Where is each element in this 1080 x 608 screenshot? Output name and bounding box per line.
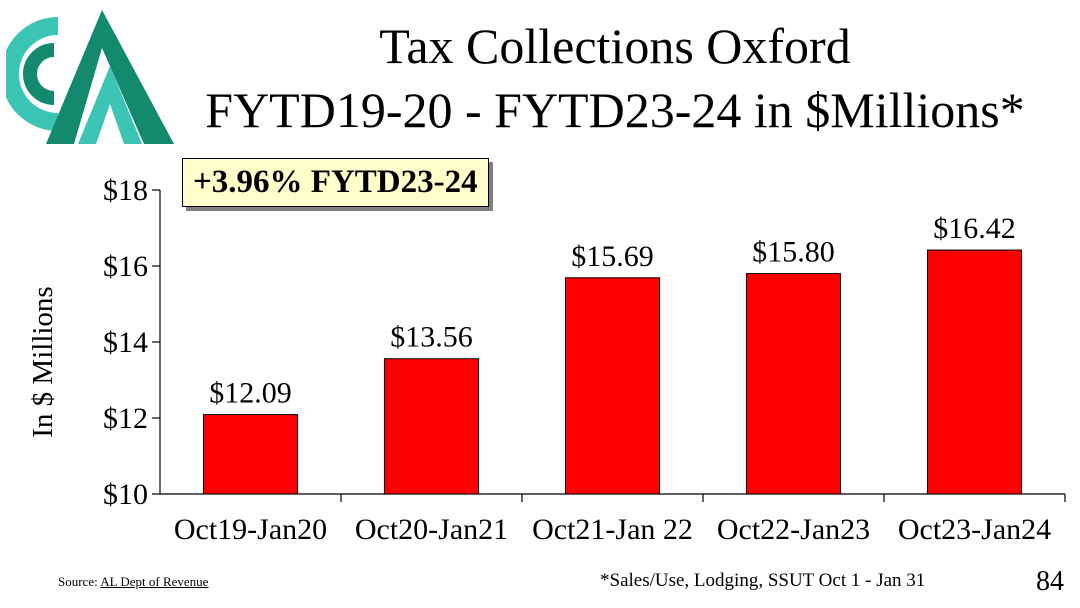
y-tick-label: $18 bbox=[103, 174, 148, 207]
y-tick-label: $14 bbox=[103, 326, 148, 359]
y-tick-label: $12 bbox=[103, 402, 148, 435]
data-label: $13.56 bbox=[390, 321, 473, 354]
bar bbox=[745, 273, 842, 495]
logo-outer-arc bbox=[6, 17, 59, 131]
bar bbox=[383, 358, 480, 495]
bar bbox=[564, 277, 661, 495]
y-tick-label: $16 bbox=[103, 250, 148, 283]
bar bbox=[202, 414, 299, 495]
data-label: $16.42 bbox=[933, 212, 1016, 245]
y-tick-label: $10 bbox=[103, 478, 148, 511]
chart-title-line1: Tax Collections Oxford bbox=[379, 18, 851, 74]
data-label: $15.80 bbox=[752, 236, 835, 269]
bar bbox=[926, 249, 1023, 495]
footnote: *Sales/Use, Lodging, SSUT Oct 1 - Jan 31 bbox=[600, 570, 926, 591]
data-label: $15.69 bbox=[571, 240, 654, 273]
logo bbox=[6, 10, 174, 144]
x-tick-label: Oct23-Jan24 bbox=[898, 513, 1051, 546]
growth-callout: +3.96% FYTD23-24 bbox=[182, 158, 489, 207]
x-tick-label: Oct21-Jan 22 bbox=[532, 513, 693, 546]
logo-mountain-light bbox=[78, 66, 142, 144]
logo-mountain-dark bbox=[46, 10, 174, 144]
x-tick-label: Oct19-Jan20 bbox=[174, 513, 327, 546]
x-tick-label: Oct20-Jan21 bbox=[355, 513, 508, 546]
page-number: 84 bbox=[1036, 566, 1064, 597]
source-note: Source: AL Dept of Revenue bbox=[58, 574, 208, 590]
data-label: $12.09 bbox=[209, 377, 292, 410]
y-axis-label: In $ Millions bbox=[27, 286, 59, 437]
x-tick-label: Oct22-Jan23 bbox=[717, 513, 870, 546]
source-link[interactable]: AL Dept of Revenue bbox=[100, 574, 209, 589]
chart-title-line2: FYTD19-20 - FYTD23-24 in $Millions* bbox=[205, 82, 1025, 138]
logo-inner-arc bbox=[23, 43, 55, 105]
source-label: Source: bbox=[58, 574, 98, 589]
